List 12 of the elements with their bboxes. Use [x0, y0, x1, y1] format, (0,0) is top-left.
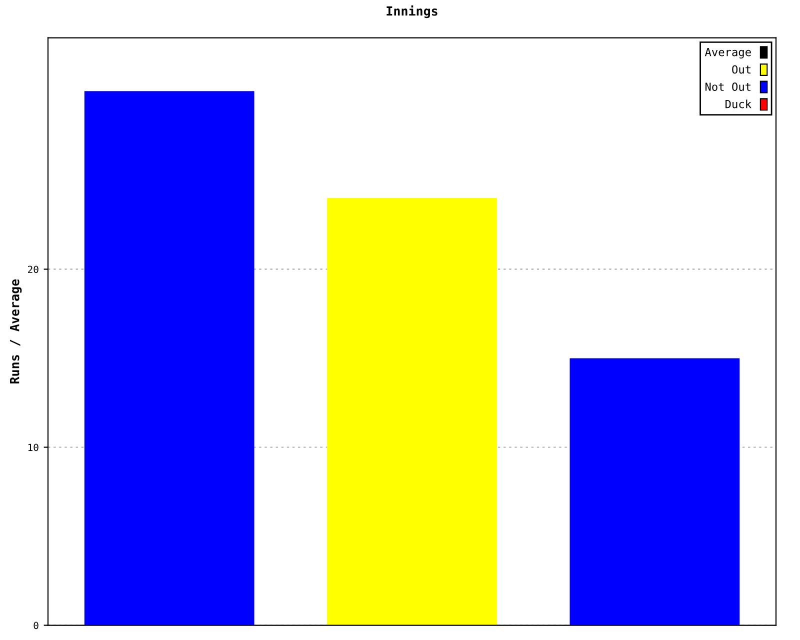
- y-tick-label: 0: [34, 622, 38, 630]
- bar: [327, 198, 497, 626]
- bar: [570, 358, 740, 626]
- bar: [84, 91, 254, 626]
- legend-label: Average: [704, 48, 751, 58]
- y-axis-title: Runs / Average: [10, 279, 22, 384]
- legend-label: Duck: [726, 100, 752, 108]
- legend-label: Not Out: [705, 82, 750, 91]
- chart-title: Innings: [386, 5, 438, 18]
- y-tick-label: 20: [28, 266, 38, 274]
- y-tick-label: 10: [28, 444, 38, 452]
- legend-label: Out: [732, 65, 750, 74]
